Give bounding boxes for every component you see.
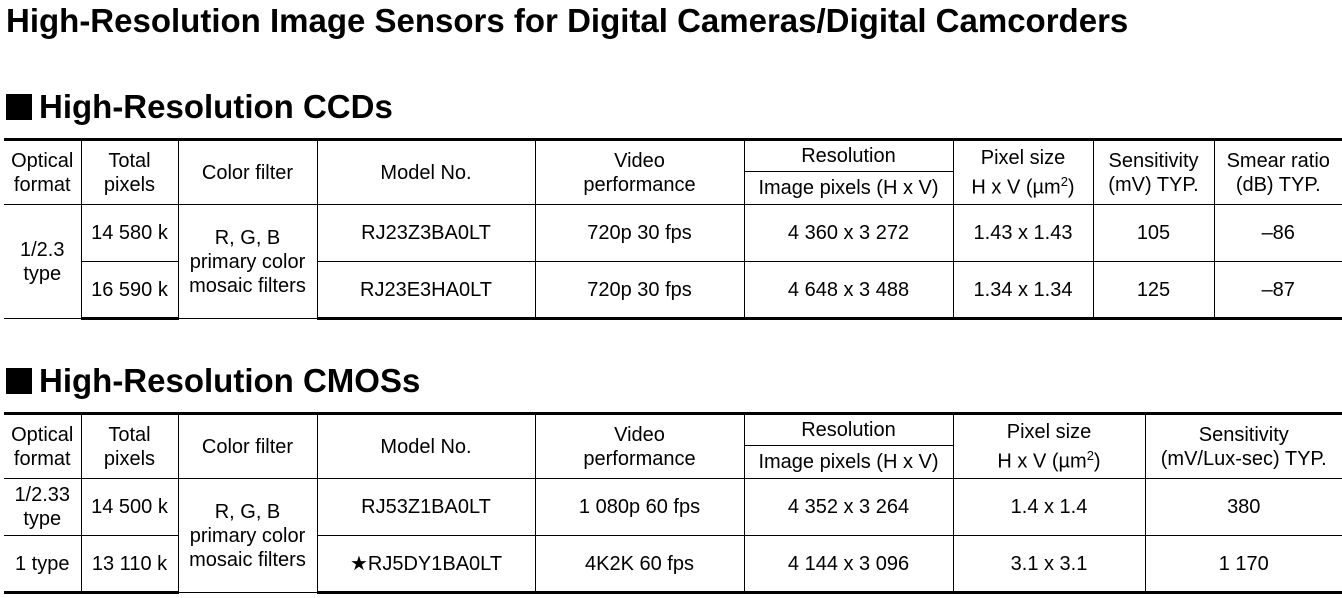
sensitivity-cell: 1 170 bbox=[1144, 535, 1342, 594]
sensitivity-cell: 380 bbox=[1144, 478, 1342, 536]
ccd-section-heading: High-Resolution CCDs bbox=[6, 88, 393, 126]
optical-format-cell: 1 type bbox=[4, 535, 82, 594]
header-smear-ratio: Smear ratio (dB) TYP. bbox=[1213, 138, 1342, 205]
total-pixels-cell: 16 590 k bbox=[81, 261, 179, 320]
header-color-filter: Color filter bbox=[177, 412, 318, 479]
header-model-no: Model No. bbox=[316, 412, 536, 479]
sensitivity-cell: 125 bbox=[1092, 261, 1215, 320]
image-pixels-cell: 4 144 x 3 096 bbox=[743, 535, 954, 594]
header-image-pixels: Image pixels (H x V) bbox=[744, 171, 953, 205]
cmos-table: Optical format Total pixels Color filter M… bbox=[4, 412, 1342, 594]
header-resolution: Resolution bbox=[743, 412, 954, 446]
header-pixel-size: Pixel size H x V (µm2) bbox=[952, 138, 1094, 205]
table-row: 16 590 k RJ23E3HA0LT 720p 30 fps 4 648 x… bbox=[4, 261, 1342, 320]
video-cell: 720p 30 fps bbox=[534, 204, 745, 262]
optical-format-cell: 1/2.3 type bbox=[4, 204, 82, 319]
ccd-table: Optical format Total pixels Color filter M… bbox=[4, 138, 1342, 320]
total-pixels-cell: 14 500 k bbox=[80, 478, 179, 536]
image-pixels-cell: 4 352 x 3 264 bbox=[743, 478, 954, 536]
model-cell: RJ23Z3BA0LT bbox=[316, 204, 536, 262]
image-pixels-cell: 4 360 x 3 272 bbox=[743, 204, 954, 262]
image-pixels-cell: 4 648 x 3 488 bbox=[743, 261, 954, 320]
pixel-size-cell: 1.4 x 1.4 bbox=[952, 478, 1146, 536]
model-cell: ★RJ5DY1BA0LT bbox=[316, 535, 536, 594]
page-title: High-Resolution Image Sensors for Digita… bbox=[6, 2, 1129, 39]
sensitivity-cell: 105 bbox=[1092, 204, 1215, 262]
total-pixels-cell: 13 110 k bbox=[80, 535, 179, 594]
smear-cell: –87 bbox=[1213, 261, 1342, 320]
square-bullet-icon bbox=[6, 368, 32, 394]
cmos-heading-text: High-Resolution CMOSs bbox=[39, 362, 421, 399]
header-model-no: Model No. bbox=[316, 138, 536, 205]
header-pixel-size: Pixel size H x V (µm2) bbox=[952, 412, 1146, 479]
total-pixels-cell: 14 580 k bbox=[80, 204, 179, 262]
model-cell: RJ53Z1BA0LT bbox=[316, 478, 536, 536]
video-cell: 1 080p 60 fps bbox=[534, 478, 745, 536]
pixel-size-cell: 3.1 x 3.1 bbox=[952, 535, 1146, 594]
ccd-heading-text: High-Resolution CCDs bbox=[39, 88, 393, 125]
header-optical-format: Optical format bbox=[4, 138, 82, 205]
pixel-size-cell: 1.43 x 1.43 bbox=[952, 204, 1094, 262]
smear-cell: –86 bbox=[1213, 204, 1342, 262]
header-resolution: Resolution bbox=[743, 138, 954, 172]
video-cell: 720p 30 fps bbox=[534, 261, 745, 320]
pixel-size-cell: 1.34 x 1.34 bbox=[952, 261, 1094, 320]
optical-format-cell: 1/2.33 type bbox=[4, 478, 82, 536]
cmos-section-heading: High-Resolution CMOSs bbox=[6, 362, 420, 400]
model-cell: RJ23E3HA0LT bbox=[316, 261, 536, 320]
header-sensitivity: Sensitivity (mV/Lux-sec) TYP. bbox=[1144, 412, 1342, 479]
header-total-pixels: Total pixels bbox=[80, 412, 179, 479]
header-sensitivity: Sensitivity (mV) TYP. bbox=[1092, 138, 1215, 205]
header-image-pixels: Image pixels (H x V) bbox=[744, 445, 953, 479]
header-video-performance: Video performance bbox=[534, 138, 745, 205]
video-cell: 4K2K 60 fps bbox=[534, 535, 745, 594]
table-row: 1 type 13 110 k ★RJ5DY1BA0LT 4K2K 60 fps… bbox=[4, 535, 1342, 594]
header-color-filter: Color filter bbox=[177, 138, 318, 205]
header-optical-format: Optical format bbox=[4, 412, 82, 479]
header-video-performance: Video performance bbox=[534, 412, 745, 479]
square-bullet-icon bbox=[6, 94, 32, 120]
header-total-pixels: Total pixels bbox=[80, 138, 179, 205]
